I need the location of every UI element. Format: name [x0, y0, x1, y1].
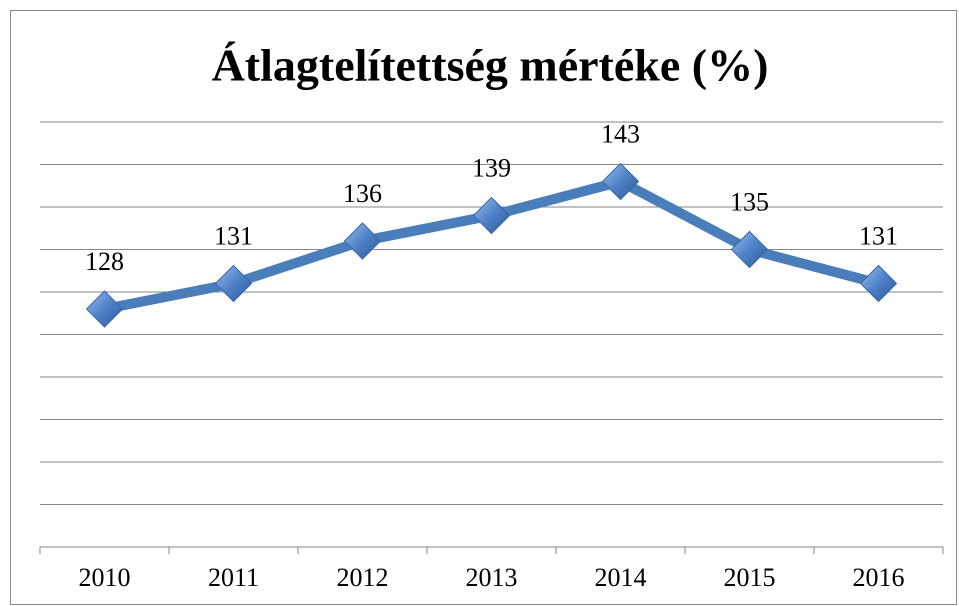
- marker: [472, 196, 511, 235]
- data-label: 135: [730, 187, 769, 216]
- marker: [343, 222, 382, 260]
- marker: [859, 264, 898, 303]
- x-tick-label: 2016: [853, 563, 905, 592]
- marker: [730, 230, 769, 269]
- marker: [601, 162, 640, 201]
- marker: [214, 264, 253, 303]
- data-label: 143: [601, 119, 640, 148]
- data-label: 139: [472, 153, 511, 182]
- x-tick-label: 2012: [337, 563, 389, 592]
- data-label: 131: [214, 221, 253, 250]
- data-label: 136: [343, 179, 382, 208]
- x-tick-label: 2015: [724, 563, 776, 592]
- data-label: 131: [859, 221, 898, 250]
- x-tick-label: 2013: [466, 563, 518, 592]
- x-tick-label: 2014: [595, 563, 647, 592]
- x-tick-label: 2010: [79, 563, 131, 592]
- chart-frame: [10, 10, 957, 605]
- marker: [85, 290, 124, 328]
- chart-title: Átlagtelítettség mértéke (%): [212, 40, 769, 91]
- x-tick-label: 2011: [208, 563, 259, 592]
- data-label: 128: [85, 247, 124, 276]
